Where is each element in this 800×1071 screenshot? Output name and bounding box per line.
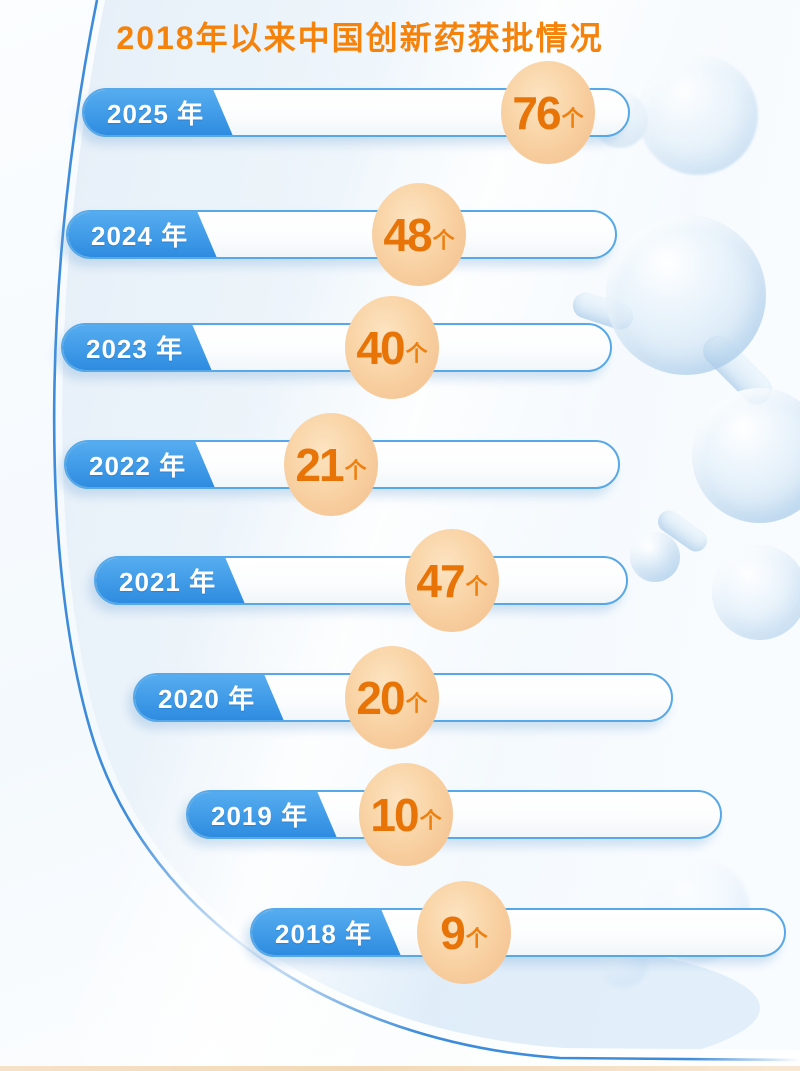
value-badge: 21 个 — [284, 413, 378, 516]
value-badge: 47 个 — [405, 529, 499, 632]
bar-row: 2020 年 20 个 — [133, 646, 673, 749]
year-label: 2025 年 — [83, 89, 233, 136]
value-number: 9 — [440, 906, 466, 959]
bar-track: 2024 年 — [66, 210, 617, 259]
year-label-text: 2019 年 — [211, 801, 309, 831]
bar-track: 2019 年 — [186, 790, 722, 839]
bar-track: 2018 年 — [250, 908, 786, 957]
year-label: 2018 年 — [251, 909, 401, 956]
bar-row: 2025 年 76 个 — [82, 61, 630, 164]
year-label: 2021 年 — [95, 557, 245, 604]
year-label: 2024 年 — [67, 211, 217, 258]
unit-suffix: 个 — [419, 807, 442, 833]
value-badge: 9 个 — [417, 881, 511, 984]
bar-row: 2024 年 48 个 — [66, 183, 617, 286]
year-label-text: 2020 年 — [158, 684, 256, 714]
value-badge: 76 个 — [501, 61, 595, 164]
bar-track: 2023 年 — [61, 323, 612, 372]
value-number: 76 — [512, 86, 561, 139]
year-label-text: 2018 年 — [275, 919, 373, 949]
value-number: 21 — [295, 438, 344, 491]
year-label: 2020 年 — [134, 674, 284, 721]
year-label-text: 2024 年 — [91, 221, 189, 251]
unit-suffix: 个 — [344, 457, 367, 483]
bar-row: 2022 年 21 个 — [64, 413, 620, 516]
year-label-text: 2025 年 — [107, 99, 205, 129]
unit-suffix: 个 — [465, 573, 488, 599]
bar-track: 2021 年 — [94, 556, 628, 605]
unit-suffix: 个 — [561, 105, 584, 131]
value-number: 40 — [356, 321, 405, 374]
year-label: 2022 年 — [65, 441, 215, 488]
year-label-text: 2022 年 — [89, 451, 187, 481]
value-number: 20 — [356, 671, 405, 724]
year-label-text: 2021 年 — [119, 567, 217, 597]
value-badge: 40 个 — [345, 296, 439, 399]
value-number: 47 — [416, 554, 465, 607]
unit-suffix: 个 — [405, 690, 428, 716]
unit-suffix: 个 — [405, 340, 428, 366]
value-badge: 20 个 — [345, 646, 439, 749]
bar-row: 2018 年 9 个 — [250, 881, 786, 984]
chart-title: 2018年以来中国创新药获批情况 — [116, 20, 604, 56]
unit-suffix: 个 — [465, 925, 488, 951]
year-label: 2023 年 — [62, 324, 212, 371]
bottom-tan-strip — [0, 1066, 800, 1071]
value-number: 10 — [370, 788, 419, 841]
bar-row: 2019 年 10 个 — [186, 763, 722, 866]
unit-suffix: 个 — [432, 227, 455, 253]
year-label: 2019 年 — [187, 791, 337, 838]
value-number: 48 — [383, 208, 432, 261]
bar-row: 2021 年 47 个 — [94, 529, 628, 632]
bar-row: 2023 年 40 个 — [61, 296, 612, 399]
value-badge: 10 个 — [359, 763, 453, 866]
value-badge: 48 个 — [372, 183, 466, 286]
year-label-text: 2023 年 — [86, 334, 184, 364]
